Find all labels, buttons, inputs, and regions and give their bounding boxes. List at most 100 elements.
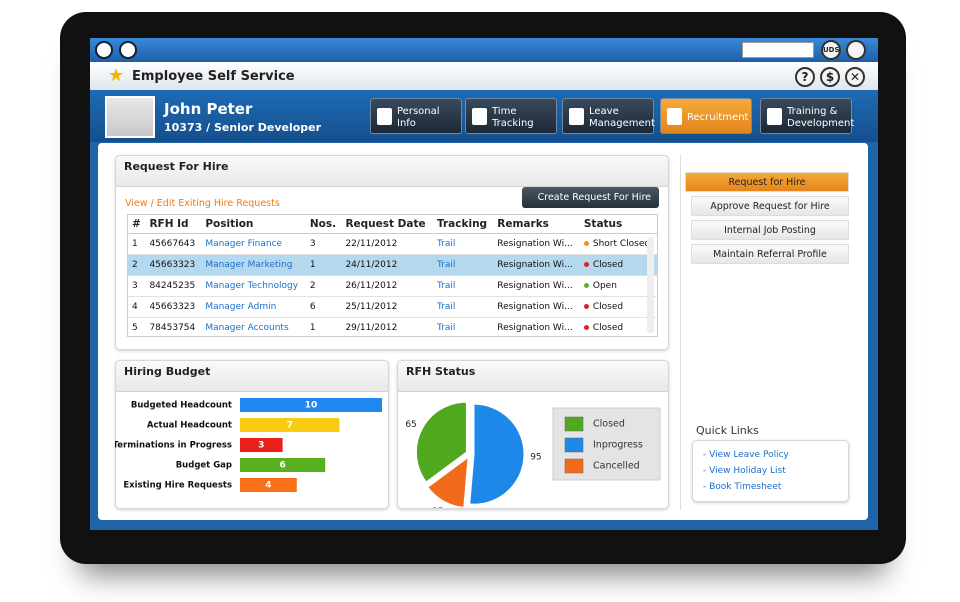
lock-button[interactable]	[846, 40, 866, 60]
table-row[interactable]: 3 84245235 Manager Technology 2 26/11/2012 Tr…	[128, 275, 657, 297]
table-cell: 1	[128, 233, 146, 255]
user-photo	[105, 96, 155, 138]
bar-value: 3	[258, 441, 264, 451]
budget-panel: Hiring Budget	[115, 360, 389, 509]
table-cell: Resignation Wi...	[493, 254, 580, 276]
table-cell: Trail	[432, 296, 494, 318]
status-dot	[583, 304, 589, 309]
status-dot	[583, 241, 589, 246]
help-button[interactable]: ?	[795, 67, 815, 87]
home-icon[interactable]	[95, 41, 113, 59]
sidebar-item[interactable]: Internal Job Posting	[691, 220, 849, 240]
table-cell: Closed	[579, 296, 657, 318]
table-row[interactable]: 1 45667643 Manager Finance 3 22/11/2012 Trail…	[128, 233, 657, 255]
cell-text: Resignation Wi...	[497, 302, 573, 312]
sidebar-item[interactable]: Request for Hire	[685, 172, 849, 192]
refresh-button[interactable]: $	[820, 67, 840, 87]
table-cell: 45663323	[145, 296, 202, 318]
bar-label: Budget Gap	[176, 461, 232, 471]
status-dot	[583, 325, 589, 330]
bar	[240, 438, 283, 452]
pie-slice	[416, 401, 467, 483]
legend-label: Cancelled	[593, 461, 640, 472]
cell-text[interactable]: Trail	[436, 239, 456, 249]
create-button[interactable]: Create Request For Hire	[522, 187, 659, 208]
pie-label: 65	[405, 420, 416, 430]
table-cell: Trail	[432, 233, 494, 255]
cell-text[interactable]: Trail	[436, 323, 456, 333]
request-panel: Request For Hire View / Edit Exiting Hir…	[115, 155, 669, 350]
divider	[680, 155, 681, 510]
cell-text[interactable]: Manager Technology	[205, 281, 299, 291]
table-cell: Closed	[579, 254, 657, 276]
bar-value: 7	[287, 421, 293, 431]
table-cell: Closed	[579, 317, 657, 336]
column-header: RFH Id	[145, 215, 202, 234]
cell-text[interactable]: Manager Marketing	[205, 260, 293, 270]
sidebar-item[interactable]: Approve Request for Hire	[691, 196, 849, 216]
search-box[interactable]	[742, 42, 814, 58]
table-cell: 5	[128, 317, 146, 336]
table-box: # RFH Id Position Nos. Request Date Tracking R…	[127, 214, 658, 337]
table-cell: 24/11/2012	[341, 254, 433, 276]
cell-text: 6	[309, 302, 316, 312]
user-icon[interactable]	[119, 41, 137, 59]
nav-tab[interactable]: Leave Management	[562, 98, 655, 134]
quick-link[interactable]: View Leave Policy	[703, 447, 838, 463]
table-cell: Resignation Wi...	[493, 233, 580, 255]
table-cell: Trail	[432, 317, 494, 336]
table-cell: 25/11/2012	[341, 296, 433, 318]
cell-text: Resignation Wi...	[497, 323, 573, 333]
close-button[interactable]: ✕	[845, 67, 865, 87]
column-header: Status	[579, 215, 657, 234]
cell-text[interactable]: Trail	[436, 281, 456, 291]
quick-links: View Leave PolicyView Holiday ListBook T…	[692, 440, 849, 502]
cell-text: 25/11/2012	[345, 302, 398, 312]
nav-tab[interactable]: Time Tracking	[465, 98, 557, 134]
quick-link[interactable]: Book Timesheet	[703, 479, 838, 495]
table-cell: 78453754	[145, 317, 202, 336]
status-dot	[583, 262, 589, 267]
cell-text[interactable]: Trail	[436, 302, 456, 312]
user-role: 10373 / Senior Developer	[164, 121, 322, 134]
cell-text: 3	[132, 281, 138, 291]
scrollbar[interactable]	[647, 237, 654, 333]
panel-title: Hiring Budget	[116, 361, 388, 392]
quick-link[interactable]: View Holiday List	[703, 463, 838, 479]
cell-text: Resignation Wi...	[497, 281, 573, 291]
uds-button[interactable]: UDS	[821, 40, 841, 60]
app-title: Employee Self Service	[132, 69, 295, 84]
legend-swatch	[564, 416, 584, 432]
cell-text[interactable]: Manager Admin	[205, 302, 277, 312]
table-cell: 22/11/2012	[341, 233, 433, 255]
cell-text: 45663323	[149, 260, 196, 270]
cell-text: 84245235	[149, 281, 196, 291]
column-header: #	[128, 215, 146, 234]
column-header: Nos.	[305, 215, 342, 234]
cell-text: 4	[132, 302, 138, 312]
header-row: # RFH Id Position Nos. Request Date Tracking R…	[128, 215, 657, 234]
edit-link[interactable]: View / Edit Exiting Hire Requests	[125, 198, 280, 209]
cell-text[interactable]: Manager Finance	[205, 239, 283, 249]
cell-text: 29/11/2012	[345, 323, 398, 333]
nav-tab[interactable]: Personal Info	[370, 98, 462, 134]
cell-text[interactable]: Manager Accounts	[205, 323, 289, 333]
table-row[interactable]: 4 45663323 Manager Admin 6 25/11/2012 Trail Re…	[128, 296, 657, 318]
table-row[interactable]: 5 78453754 Manager Accounts 1 29/11/2012 Trai…	[128, 317, 657, 336]
nav-tab[interactable]: Training & Development	[760, 98, 854, 134]
table-cell: 2	[128, 254, 146, 276]
cell-text: 2	[309, 281, 316, 291]
cell-text: 1	[309, 323, 316, 333]
table-row[interactable]: 2 45663323 Manager Marketing 1 24/11/2012 Tra…	[128, 254, 657, 276]
nav-tab[interactable]: Recruitment	[660, 98, 752, 134]
legend-label: Inprogress	[593, 440, 643, 451]
table-cell: 84245235	[145, 275, 202, 297]
sidebar-item[interactable]: Maintain Referral Profile	[691, 244, 849, 264]
bar-value: 6	[279, 461, 285, 471]
table-cell: 4	[128, 296, 146, 318]
cell-text: Resignation Wi...	[497, 239, 573, 249]
bar	[240, 478, 297, 492]
table-cell: 45667643	[145, 233, 202, 255]
cell-text[interactable]: Trail	[436, 260, 456, 270]
